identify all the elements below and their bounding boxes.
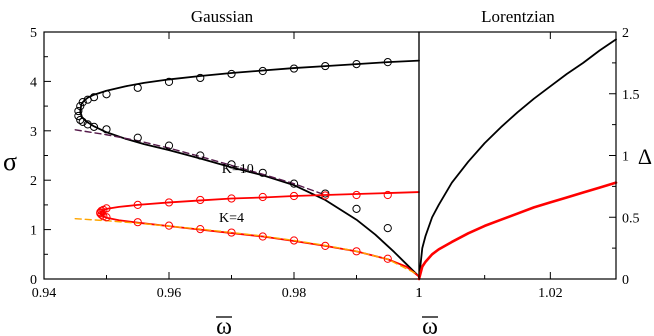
gaussian-y-axis-label: σ <box>3 147 17 176</box>
gaussian-series-8-marker <box>196 195 205 205</box>
lorentzian-panel: Lorentzian 1 1.02 0 0.5 1 1.5 2 ω Δ <box>416 7 653 336</box>
lorentzian-title: Lorentzian <box>481 7 555 26</box>
gaussian-series-4-marker <box>321 189 330 198</box>
gaussian-series-1-line <box>79 110 420 278</box>
gaussian-series-4-marker <box>383 224 392 233</box>
gaussian-series-4-marker <box>352 204 361 213</box>
gaussian-series-3-marker <box>164 77 174 86</box>
gaussian-series-8-marker <box>133 200 142 209</box>
lorentzian-plot-frame <box>418 31 617 280</box>
lorentzian-series-1-line <box>417 181 618 281</box>
gaussian-series-3-marker <box>289 64 299 73</box>
gaussian-series-8-marker <box>321 191 330 200</box>
lorentzian-y-tick-label: 0 <box>622 273 629 288</box>
gaussian-series-4-marker <box>258 168 267 177</box>
gaussian-series-8-marker <box>102 204 111 213</box>
gaussian-series-0-line <box>79 59 420 112</box>
lorentzian-y-axis-label: Δ <box>638 144 652 169</box>
lorentzian-tick-labels: 1 1.02 0 0.5 1 1.5 2 <box>416 26 640 301</box>
gaussian-series-4-marker <box>74 111 83 121</box>
gaussian-series-3-marker <box>258 66 267 76</box>
gaussian-series-9-marker <box>289 236 299 245</box>
gaussian-plot-area <box>74 58 420 278</box>
gaussian-series-5-line <box>99 191 420 215</box>
gaussian-x-tick-label: 0.96 <box>157 286 182 301</box>
lorentzian-x-label-text: ω <box>422 314 438 336</box>
gaussian-series-3-marker <box>76 102 85 111</box>
gaussian-x-label-text: ω <box>216 314 232 336</box>
gaussian-series-4-marker <box>78 117 87 127</box>
gaussian-y-tick-label: 1 <box>30 224 37 239</box>
gaussian-series-4-marker <box>289 179 299 188</box>
gaussian-series-3-marker <box>227 69 236 79</box>
gaussian-series-3-marker <box>78 98 87 107</box>
gaussian-series-9-marker <box>383 254 392 263</box>
lorentzian-y-tick-label: 2 <box>622 26 629 41</box>
gaussian-series-4-marker <box>102 125 111 134</box>
gaussian-series-3-marker <box>321 61 330 71</box>
gaussian-series-7-line <box>74 218 420 276</box>
gaussian-y-tick-label: 3 <box>30 125 37 140</box>
lorentzian-series-0-line <box>418 38 617 280</box>
lorentzian-x-tick-label: 1.02 <box>538 286 563 301</box>
gaussian-y-tick-label: 5 <box>30 26 37 41</box>
gaussian-series-3-marker <box>352 60 361 69</box>
gaussian-annotation: K=10 <box>222 162 254 177</box>
gaussian-series-3-marker <box>74 106 83 116</box>
gaussian-series-9-marker <box>102 213 111 222</box>
gaussian-series-9-marker <box>227 228 236 237</box>
gaussian-annotations: K=10 K=4 <box>219 162 254 226</box>
gaussian-y-tick-label: 2 <box>30 174 37 189</box>
gaussian-series-9-marker <box>133 218 142 227</box>
gaussian-series-9-marker <box>352 247 361 256</box>
gaussian-series-6-line <box>99 212 420 278</box>
gaussian-series-9-marker <box>196 225 205 234</box>
lorentzian-x-tick-label: 1 <box>416 286 423 301</box>
gaussian-title: Gaussian <box>191 7 254 26</box>
gaussian-panel: Gaussian 0.94 0.96 0.98 1 0 1 2 3 4 5 ω σ K=10 K=4 <box>3 7 423 336</box>
gaussian-x-tick-label: 0.94 <box>32 286 57 301</box>
gaussian-series-9-marker <box>258 232 267 241</box>
gaussian-series-3-marker <box>383 58 392 67</box>
lorentzian-y-tick-label: 1 <box>622 150 629 165</box>
gaussian-x-axis-label: ω <box>216 314 232 336</box>
lorentzian-y-tick-label: 1.5 <box>622 88 640 103</box>
lorentzian-y-tick-label: 0.5 <box>622 211 640 226</box>
gaussian-series-4-marker <box>89 122 99 131</box>
gaussian-series-3-marker <box>89 93 99 102</box>
gaussian-series-8-marker <box>383 190 392 200</box>
gaussian-series-3-marker <box>196 73 205 83</box>
gaussian-series-4-marker <box>164 141 174 150</box>
gaussian-series-4-marker <box>196 151 205 160</box>
gaussian-series-3-marker <box>102 90 111 99</box>
lorentzian-plot-area <box>417 38 618 281</box>
gaussian-series-2-line <box>74 129 326 196</box>
gaussian-plot-frame <box>43 31 420 280</box>
gaussian-y-tick-label: 4 <box>30 75 37 90</box>
gaussian-series-8-marker <box>227 194 236 203</box>
gaussian-annotation: K=4 <box>219 211 244 226</box>
gaussian-series-4-marker <box>76 115 85 125</box>
gaussian-series-3-marker <box>133 83 142 92</box>
gaussian-series-4-marker <box>133 133 142 142</box>
gaussian-x-tick-label: 0.98 <box>282 286 307 301</box>
gaussian-series-9-marker <box>321 241 330 251</box>
gaussian-series-8-marker <box>289 191 299 201</box>
lorentzian-x-axis-label: ω <box>422 314 438 336</box>
gaussian-series-8-marker <box>352 190 361 200</box>
gaussian-series-4-marker <box>227 160 236 169</box>
gaussian-series-9-marker <box>97 210 106 219</box>
gaussian-series-8-marker <box>258 192 267 202</box>
gaussian-series-9-marker <box>164 221 174 230</box>
gaussian-y-tick-label: 0 <box>30 273 37 288</box>
gaussian-series-8-marker <box>164 198 174 207</box>
gaussian-x-tick-label: 1 <box>416 286 423 301</box>
